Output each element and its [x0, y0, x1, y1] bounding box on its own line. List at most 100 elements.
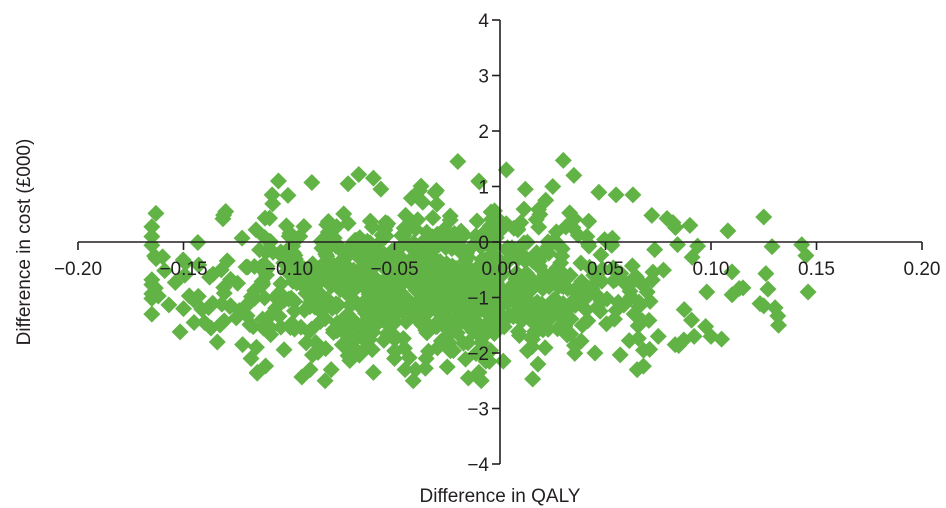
data-point — [376, 290, 394, 308]
data-point — [634, 341, 652, 359]
data-point — [649, 327, 667, 345]
data-point — [412, 279, 430, 297]
data-point — [275, 341, 293, 359]
data-point — [628, 361, 646, 379]
data-point — [332, 252, 350, 270]
data-point — [256, 289, 274, 307]
data-point — [485, 310, 503, 328]
data-point — [413, 316, 431, 334]
data-point — [537, 191, 555, 209]
data-point — [175, 300, 192, 318]
data-point — [295, 218, 313, 236]
data-point — [279, 186, 297, 204]
data-point — [554, 151, 572, 169]
data-point — [190, 256, 208, 274]
y-tick-label: −3 — [467, 400, 489, 421]
data-point — [482, 342, 500, 360]
data-point — [352, 251, 370, 269]
data-point — [458, 266, 476, 284]
data-point — [536, 265, 554, 283]
data-point — [287, 250, 305, 268]
x-tick-label: 0.20 — [904, 259, 941, 280]
y-tick-label: 0 — [478, 233, 489, 254]
axes: −0.20 −0.15 −0.10 −0.05 0.00 0.05 0.10 0.15 0.20… — [54, 11, 941, 476]
data-point — [493, 254, 511, 272]
data-point — [468, 212, 486, 230]
data-point — [160, 296, 178, 314]
data-point — [401, 217, 419, 235]
data-point — [675, 301, 693, 319]
data-point — [763, 238, 781, 256]
data-point — [573, 273, 591, 291]
data-point — [221, 297, 239, 315]
data-point — [364, 169, 382, 187]
data-point — [407, 361, 425, 379]
data-point — [625, 305, 643, 323]
data-point — [683, 311, 701, 329]
data-point — [337, 333, 355, 351]
data-point — [281, 224, 299, 242]
data-point — [713, 330, 731, 348]
data-point — [416, 262, 434, 280]
data-point — [217, 202, 235, 220]
data-point — [494, 352, 512, 370]
data-point — [523, 330, 541, 348]
data-point — [586, 344, 604, 362]
data-point — [698, 283, 716, 301]
data-point — [143, 236, 161, 254]
data-point — [143, 276, 161, 294]
data-point — [339, 347, 357, 365]
y-tick-label: 3 — [478, 67, 489, 88]
x-tick-label: 0.10 — [693, 259, 730, 280]
data-point — [561, 266, 579, 284]
data-point — [208, 333, 226, 351]
data-point — [602, 235, 620, 253]
data-point — [402, 271, 420, 289]
data-point — [323, 276, 341, 294]
data-point — [515, 278, 533, 296]
data-point — [681, 216, 699, 234]
data-point — [685, 327, 703, 345]
data-point — [311, 312, 329, 330]
data-point — [355, 240, 373, 258]
data-point — [404, 372, 422, 390]
data-point — [263, 186, 281, 204]
data-point — [234, 336, 252, 354]
data-point — [604, 272, 622, 290]
data-point — [469, 303, 487, 321]
data-point — [755, 208, 773, 226]
data-point — [143, 218, 161, 236]
data-point — [555, 299, 573, 317]
data-point — [386, 350, 403, 368]
data-point — [465, 282, 483, 300]
data-point — [327, 295, 345, 313]
data-point — [646, 241, 664, 259]
data-point — [544, 178, 562, 195]
data-point — [448, 324, 466, 342]
data-point — [339, 175, 357, 193]
data-point — [607, 301, 625, 319]
data-point — [447, 259, 465, 277]
data-point — [607, 186, 625, 204]
data-point — [683, 248, 701, 266]
data-point — [643, 271, 661, 289]
data-points — [143, 151, 817, 390]
data-point — [143, 285, 161, 303]
data-point — [643, 206, 661, 224]
data-point — [242, 288, 260, 306]
data-point — [402, 189, 420, 207]
data-point — [524, 370, 542, 388]
data-point — [517, 289, 535, 307]
data-point — [457, 350, 475, 368]
data-point — [529, 355, 547, 373]
data-point — [143, 227, 161, 245]
data-point — [580, 212, 598, 230]
data-point — [546, 290, 564, 308]
x-tick-label: −0.15 — [159, 259, 207, 280]
data-point — [278, 262, 296, 280]
data-point — [341, 296, 359, 314]
data-point — [437, 308, 455, 326]
data-point — [470, 172, 488, 190]
data-point — [516, 180, 534, 198]
